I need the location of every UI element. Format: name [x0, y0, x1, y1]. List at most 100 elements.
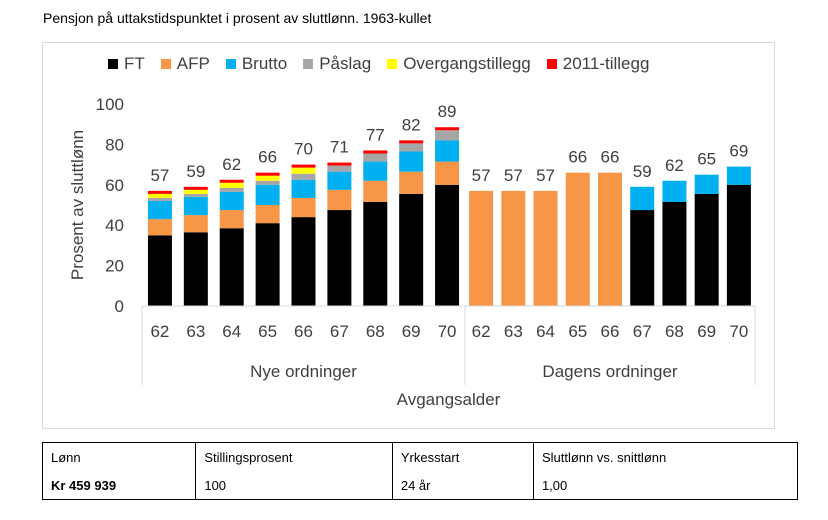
chart: 0 20 40 60 80 100 Prosent av sluttlønn 57 62 59 63…	[68, 95, 756, 409]
bar-nye-65-2011tillegg	[255, 172, 280, 176]
bar-nye-63-2011tillegg	[183, 186, 208, 190]
data-label-nye-65: 66	[258, 148, 277, 167]
bar-nye-64-ft	[219, 228, 244, 306]
x-tick-label-dagens-69: 69	[697, 322, 716, 341]
data-label-dagens-64: 57	[536, 166, 555, 185]
info-header-lonn: Lønn	[41, 442, 197, 471]
bar-nye-70-brutto	[435, 140, 460, 162]
x-tick-label-nye-62: 62	[150, 322, 169, 341]
legend: FT AFP Brutto Påslag Overgangstillegg 20…	[108, 54, 665, 74]
legend-swatch-paslag	[303, 59, 314, 69]
x-tick-label-dagens-63: 63	[504, 322, 523, 341]
bar-nye-64-brutto	[219, 191, 244, 211]
bar-dagens-62-afp	[469, 190, 494, 306]
y-axis-title: Prosent av sluttlønn	[68, 130, 87, 280]
group-label-dagens-ordninger: Dagens ordninger	[542, 362, 677, 381]
info-header-sluttlonn: Sluttlønn vs. snittlønn	[532, 442, 799, 471]
y-tick-label-60: 60	[105, 176, 124, 195]
bar-dagens-67-ft	[630, 210, 655, 306]
bar-dagens-69-ft	[694, 193, 719, 306]
data-label-nye-62: 57	[150, 166, 169, 185]
bar-nye-70-ft	[435, 184, 460, 306]
bar-nye-66-overgangstillegg	[291, 167, 316, 174]
legend-label-ft: FT	[124, 54, 145, 73]
legend-label-afp: AFP	[176, 54, 210, 73]
bar-dagens-68-brutto	[662, 180, 687, 202]
x-tick-label-nye-67: 67	[330, 322, 349, 341]
legend-swatch-ft	[108, 59, 118, 69]
bar-nye-68-ft	[363, 201, 388, 306]
bar-nye-65-brutto	[255, 184, 280, 205]
data-label-dagens-67: 59	[633, 162, 652, 181]
x-tick-label-dagens-65: 65	[568, 322, 587, 341]
bar-nye-70-pslag	[435, 130, 460, 141]
bar-nye-62-brutto	[147, 200, 172, 220]
bar-nye-62-overgangstillegg	[147, 193, 172, 198]
bar-nye-64-overgangstillegg	[219, 182, 244, 188]
x-tick-label-nye-64: 64	[222, 322, 241, 341]
page-title: Pensjon på uttakstidspunktet i prosent a…	[43, 10, 432, 26]
data-label-dagens-65: 66	[568, 148, 587, 167]
legend-item-paslag: Påslag	[303, 54, 371, 74]
bar-nye-69-brutto	[399, 151, 424, 172]
bar-nye-64-pslag	[219, 187, 244, 192]
x-tick-label-dagens-70: 70	[729, 322, 748, 341]
info-value-lonn: Kr 459 939	[41, 471, 197, 500]
data-label-nye-68: 77	[366, 125, 385, 144]
data-label-nye-70: 89	[438, 102, 457, 121]
bar-dagens-69-brutto	[694, 174, 719, 194]
y-tick-label-40: 40	[105, 216, 124, 235]
data-label-dagens-63: 57	[504, 166, 523, 185]
info-table: Lønn Stillingsprosent Yrkesstart Sluttlø…	[41, 442, 799, 500]
bar-nye-68-brutto	[363, 161, 388, 181]
legend-swatch-overgangstillegg	[387, 59, 398, 69]
bar-nye-67-ft	[327, 210, 352, 306]
x-tick-label-dagens-62: 62	[472, 322, 491, 341]
bar-nye-68-2011tillegg	[363, 150, 388, 154]
data-label-dagens-62: 57	[472, 166, 491, 185]
data-label-dagens-69: 65	[697, 150, 716, 169]
bar-nye-66-brutto	[291, 179, 316, 198]
bar-nye-66-afp	[291, 197, 316, 218]
bar-nye-64-2011tillegg	[219, 179, 244, 183]
y-tick-label-0: 0	[115, 297, 124, 316]
legend-swatch-afp	[160, 59, 171, 69]
info-value-sluttlonn: 1,00	[532, 471, 799, 500]
bar-nye-63-ft	[183, 232, 208, 306]
bar-nye-63-brutto	[183, 196, 208, 216]
bar-nye-65-overgangstillegg	[255, 175, 280, 181]
y-tick-label-100: 100	[96, 95, 124, 114]
bar-nye-70-afp	[435, 161, 460, 185]
x-tick-label-nye-69: 69	[402, 322, 421, 341]
bar-nye-69-2011tillegg	[399, 140, 424, 144]
x-tick-label-dagens-64: 64	[536, 322, 555, 341]
legend-label-overgangstillegg: Overgangstillegg	[403, 54, 531, 73]
legend-item-brutto: Brutto	[225, 54, 287, 74]
data-label-nye-69: 82	[402, 115, 421, 134]
bar-nye-66-pslag	[291, 173, 316, 180]
bar-nye-66-2011tillegg	[291, 164, 316, 168]
bar-nye-62-2011tillegg	[147, 190, 172, 194]
bar-dagens-70-ft	[726, 184, 751, 306]
bar-nye-63-overgangstillegg	[183, 189, 208, 194]
bar-dagens-67-brutto	[630, 186, 655, 211]
bar-nye-66-ft	[291, 217, 316, 306]
y-tick-label-20: 20	[105, 257, 124, 276]
bar-nye-70-2011tillegg	[435, 127, 460, 131]
bar-nye-62-ft	[147, 235, 172, 306]
legend-item-overgangstillegg: Overgangstillegg	[387, 54, 531, 74]
bar-dagens-68-ft	[662, 201, 687, 306]
x-tick-label-nye-63: 63	[186, 322, 205, 341]
data-label-nye-66: 70	[294, 140, 313, 159]
x-tick-label-dagens-67: 67	[633, 322, 652, 341]
legend-item-2011-tillegg: 2011-tillegg	[546, 54, 650, 74]
x-tick-label-nye-70: 70	[438, 322, 457, 341]
group-label-nye-ordninger: Nye ordninger	[250, 362, 357, 381]
legend-label-2011-tillegg: 2011-tillegg	[562, 54, 650, 73]
legend-swatch-2011-tillegg	[546, 59, 557, 69]
bar-nye-65-ft	[255, 223, 280, 306]
legend-swatch-brutto	[225, 59, 236, 69]
info-header-yrkesstart: Yrkesstart	[391, 442, 534, 471]
data-label-nye-67: 71	[330, 138, 349, 157]
x-tick-label-nye-66: 66	[294, 322, 313, 341]
